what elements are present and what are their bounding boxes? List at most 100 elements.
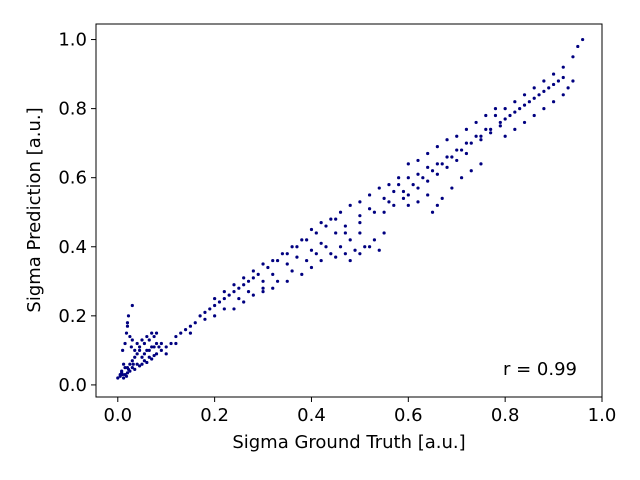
data-point xyxy=(290,269,294,273)
data-point xyxy=(334,231,338,235)
data-point xyxy=(334,255,338,259)
data-point xyxy=(513,100,517,104)
data-point xyxy=(498,120,502,125)
data-point xyxy=(290,245,294,249)
data-point xyxy=(397,176,401,180)
data-point xyxy=(319,258,323,263)
data-point xyxy=(142,352,147,356)
y-tick-label: 0.2 xyxy=(58,306,87,327)
data-point xyxy=(140,355,144,359)
data-point xyxy=(125,371,130,375)
data-point xyxy=(353,248,357,252)
data-point xyxy=(217,300,222,304)
data-point xyxy=(445,155,449,159)
data-point xyxy=(532,113,536,118)
data-point xyxy=(551,82,556,87)
data-point xyxy=(122,376,126,380)
data-point xyxy=(416,158,420,163)
data-point xyxy=(426,165,430,169)
data-point xyxy=(416,200,420,204)
data-point xyxy=(532,86,536,90)
data-point xyxy=(387,183,391,187)
data-point xyxy=(133,348,137,352)
data-point xyxy=(145,348,149,352)
data-point xyxy=(145,334,149,339)
correlation-annotation: r = 0.99 xyxy=(503,359,577,380)
data-point xyxy=(271,258,275,263)
data-point xyxy=(561,93,565,97)
data-point xyxy=(338,245,343,249)
data-point xyxy=(130,359,134,363)
data-point xyxy=(561,65,565,69)
data-point xyxy=(251,269,255,273)
data-point xyxy=(532,96,536,100)
x-tick-label: 0.8 xyxy=(491,405,520,426)
data-point xyxy=(314,252,318,256)
data-point xyxy=(300,272,304,276)
x-axis-label: Sigma Ground Truth [a.u.] xyxy=(232,432,465,453)
data-point xyxy=(261,279,265,283)
data-point xyxy=(435,203,439,207)
data-point xyxy=(280,252,285,256)
data-point xyxy=(137,345,142,349)
data-point xyxy=(367,193,372,197)
data-point xyxy=(124,374,129,378)
data-point xyxy=(406,162,410,166)
data-point xyxy=(338,210,343,214)
data-point xyxy=(348,238,352,242)
data-point xyxy=(129,345,133,349)
data-point xyxy=(576,44,580,49)
data-point xyxy=(435,172,439,176)
data-point xyxy=(309,227,314,232)
data-point xyxy=(343,252,347,256)
data-point xyxy=(295,255,299,259)
data-point xyxy=(503,134,507,138)
data-point xyxy=(367,207,372,211)
data-point xyxy=(455,134,459,138)
data-point xyxy=(484,127,488,131)
data-point xyxy=(561,75,565,80)
data-point xyxy=(324,224,328,228)
data-point xyxy=(542,107,546,111)
data-point xyxy=(121,348,125,352)
data-point xyxy=(571,79,575,83)
data-point xyxy=(406,176,410,180)
y-tick-label: 0.0 xyxy=(58,375,87,396)
data-point xyxy=(256,272,260,276)
data-point xyxy=(329,252,333,256)
data-points xyxy=(116,37,585,380)
data-point xyxy=(377,248,381,252)
x-axis-ticks: 0.0 0.2 0.4 0.6 0.8 1.0 xyxy=(103,397,616,426)
data-point xyxy=(147,355,151,359)
data-point xyxy=(464,141,469,145)
data-point xyxy=(542,89,546,93)
data-point xyxy=(309,248,314,252)
data-point xyxy=(159,341,163,346)
data-point xyxy=(498,124,502,128)
data-point xyxy=(411,183,415,187)
x-tick-label: 0.0 xyxy=(103,405,132,426)
data-point xyxy=(392,203,396,207)
data-point xyxy=(358,231,362,235)
data-point xyxy=(459,148,464,152)
data-point xyxy=(513,110,517,114)
data-point xyxy=(124,331,129,335)
data-point xyxy=(445,165,449,169)
x-tick-label: 0.4 xyxy=(297,405,326,426)
data-point xyxy=(275,258,280,263)
data-point xyxy=(334,217,338,221)
data-point xyxy=(147,348,151,352)
y-tick-label: 1.0 xyxy=(58,30,87,51)
data-point xyxy=(319,220,323,225)
data-point xyxy=(469,169,473,173)
data-point xyxy=(164,345,168,349)
data-point xyxy=(527,100,531,104)
data-point xyxy=(503,107,507,111)
data-point xyxy=(401,189,406,194)
data-point xyxy=(493,107,498,111)
x-tick-label: 0.2 xyxy=(200,405,229,426)
data-point xyxy=(387,200,391,204)
data-point xyxy=(489,131,493,135)
